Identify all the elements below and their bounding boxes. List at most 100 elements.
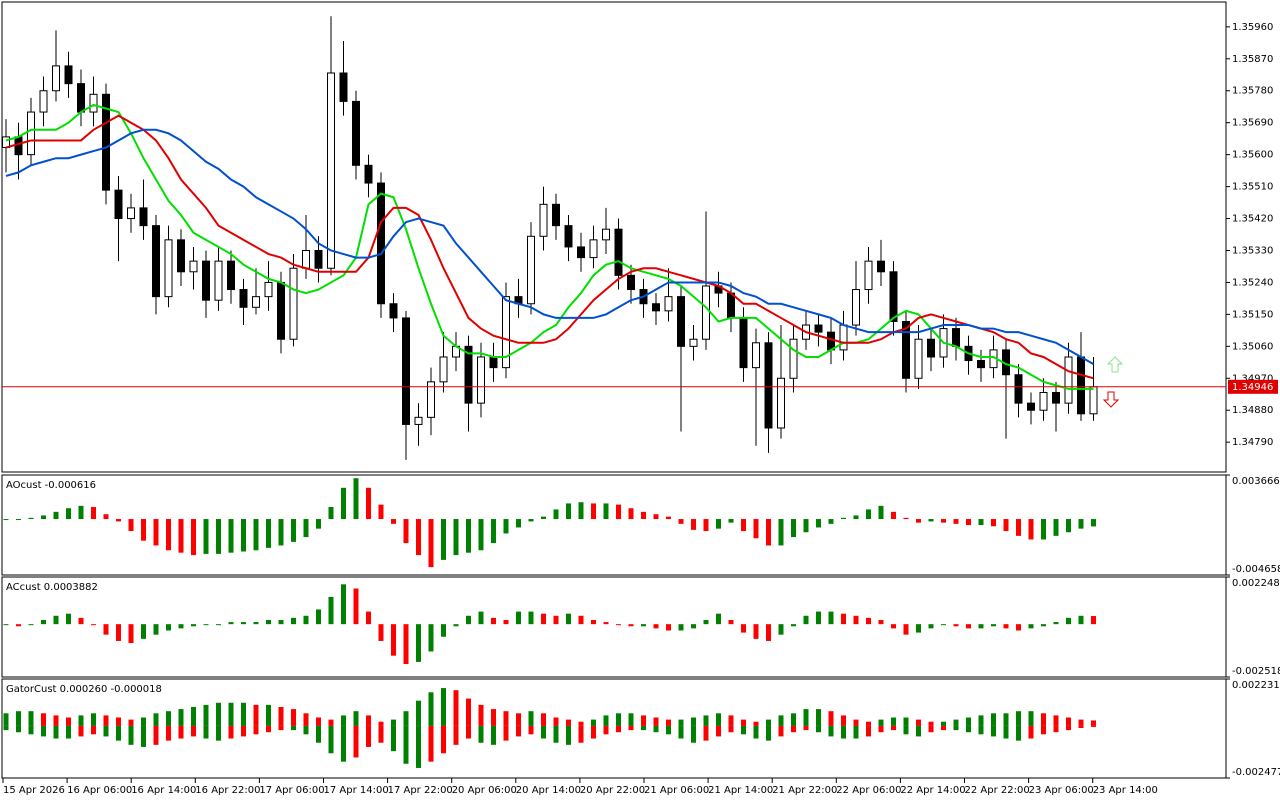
y-tick-label: 0.0022486 <box>1232 578 1280 589</box>
histogram-bar <box>678 719 684 726</box>
histogram-bar <box>891 717 896 726</box>
candle-body <box>864 260 873 291</box>
candle-body <box>977 360 985 369</box>
candle-body <box>27 111 35 156</box>
histogram-bar <box>778 715 784 726</box>
histogram-bar <box>966 624 971 629</box>
histogram-bar <box>228 519 234 553</box>
histogram-bar <box>203 725 209 739</box>
candle-body <box>402 317 410 425</box>
histogram-bar <box>953 519 959 524</box>
histogram-bar <box>541 725 546 739</box>
histogram-bar <box>178 725 184 739</box>
candle-body <box>664 296 673 312</box>
histogram-bar <box>1078 719 1084 726</box>
x-tick-label: 22 Apr 14:00 <box>900 785 965 796</box>
histogram-bar <box>578 721 584 726</box>
candle-body <box>377 182 385 305</box>
histogram-bar <box>528 725 534 735</box>
histogram-bar <box>178 709 184 726</box>
candle-body <box>302 249 310 269</box>
histogram-bar <box>741 719 746 726</box>
histogram-bar <box>178 624 184 629</box>
histogram-bar <box>116 519 121 522</box>
histogram-bar <box>253 622 259 625</box>
candle-body <box>589 239 598 259</box>
candle-body <box>439 356 448 383</box>
candle-body <box>539 203 548 237</box>
histogram-bar <box>628 713 634 726</box>
gator-panel-frame <box>1 678 1227 779</box>
histogram-bar <box>503 619 509 625</box>
histogram-bar <box>53 715 59 726</box>
y-tick-label: 1.35780 <box>1232 86 1273 97</box>
panel-title: AOcust -0.000616 <box>6 480 96 491</box>
histogram-bar <box>378 504 384 520</box>
y-tick-label: 1.35600 <box>1232 150 1273 161</box>
histogram-bar <box>328 507 334 520</box>
histogram-bar <box>928 624 934 629</box>
candle-body <box>427 381 435 418</box>
histogram-bar <box>528 519 534 522</box>
y-tick-label: 1.34880 <box>1232 405 1273 416</box>
candle-body <box>339 72 348 102</box>
histogram-bar <box>141 624 146 639</box>
candle-body <box>827 331 835 351</box>
histogram-bar <box>703 519 709 532</box>
histogram-bar <box>153 725 159 745</box>
y-tick-label: 1.35960 <box>1232 22 1273 33</box>
histogram-bar <box>53 511 59 520</box>
histogram-bar <box>566 719 571 726</box>
histogram-bar <box>841 613 846 625</box>
panel-title: GatorCust 0.000260 -0.000018 <box>6 684 162 695</box>
histogram-bar <box>416 519 421 556</box>
histogram-bar <box>428 725 434 762</box>
histogram-bar <box>478 725 484 743</box>
histogram-bar <box>303 713 309 726</box>
candle-body <box>814 324 823 333</box>
x-tick-label: 21 Apr 06:00 <box>644 785 709 796</box>
histogram-bar <box>603 503 609 520</box>
histogram-bar <box>241 519 246 552</box>
histogram-bar <box>641 715 646 726</box>
histogram-bar <box>228 622 234 625</box>
candle-body <box>602 228 610 241</box>
histogram-bar <box>816 725 821 733</box>
histogram-bar <box>103 725 109 737</box>
histogram-bar <box>3 624 9 626</box>
histogram-bar <box>1003 713 1009 726</box>
histogram-bar <box>328 719 334 726</box>
x-tick-label: 21 Apr 22:00 <box>772 785 837 796</box>
candle-body <box>52 65 60 92</box>
x-tick-label: 20 Apr 14:00 <box>516 785 581 796</box>
histogram-bar <box>366 611 371 625</box>
candle-body <box>364 164 373 184</box>
histogram-bar <box>166 711 171 726</box>
y-tick-label: 1.34970 <box>1232 373 1273 384</box>
histogram-bar <box>278 619 284 625</box>
histogram-bar <box>153 519 159 546</box>
candle-body <box>227 260 235 291</box>
histogram-bar <box>1003 725 1009 739</box>
candle-body <box>214 260 223 301</box>
histogram-bar <box>466 725 471 739</box>
histogram-bar <box>878 725 884 733</box>
candle-body <box>89 93 98 113</box>
histogram-bar <box>878 619 884 625</box>
histogram-bar <box>41 725 46 737</box>
histogram-bar <box>766 719 771 726</box>
histogram-bar <box>791 713 796 726</box>
histogram-bar <box>441 624 446 637</box>
candle-body <box>1064 356 1073 404</box>
candle-body <box>202 260 210 301</box>
histogram-bar <box>541 613 546 625</box>
main-panel-frame <box>1 1 1227 473</box>
histogram-bar <box>378 725 384 743</box>
histogram-bar <box>841 715 846 726</box>
histogram-bar <box>516 519 521 528</box>
histogram-bar <box>1016 519 1021 536</box>
histogram-bar <box>566 503 571 520</box>
candle-body <box>914 338 923 379</box>
histogram-bar <box>366 725 371 747</box>
histogram-bar <box>3 725 9 731</box>
